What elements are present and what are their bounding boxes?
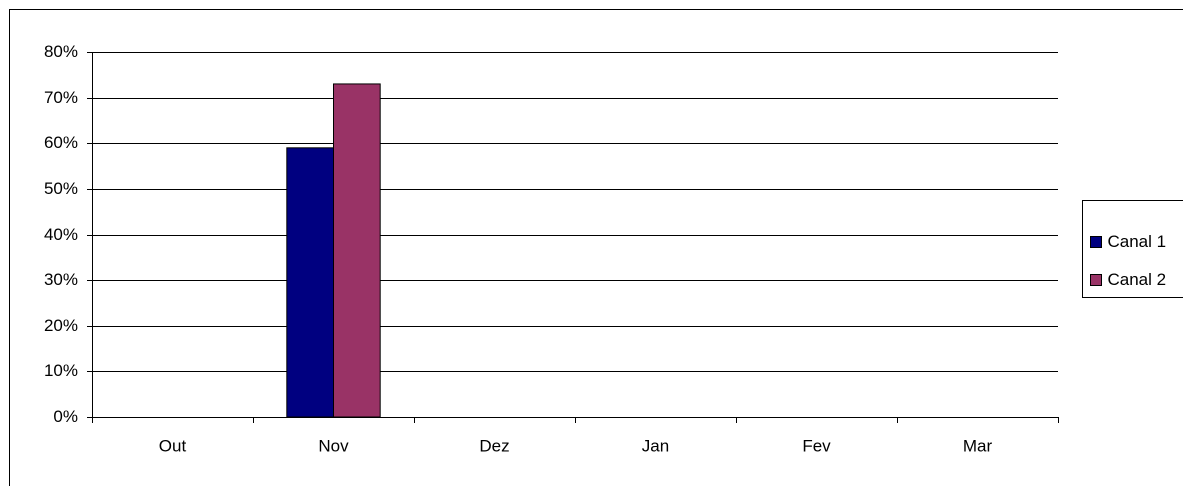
x-tick-label: Jan — [642, 436, 669, 455]
y-tick-label: 40% — [44, 225, 78, 244]
chart-border — [9, 9, 1183, 486]
legend-swatch — [1090, 274, 1102, 286]
x-tick-label: Nov — [318, 436, 349, 455]
y-tick-label: 60% — [44, 133, 78, 152]
x-tick-label: Dez — [479, 436, 509, 455]
bar — [333, 83, 381, 418]
y-tick-label: 50% — [44, 179, 78, 198]
legend-box — [1082, 200, 1183, 298]
y-tick-label: 10% — [44, 361, 78, 380]
legend-label: Canal 2 — [1108, 270, 1167, 289]
y-tick-label: 30% — [44, 270, 78, 289]
legend-swatch — [1090, 236, 1102, 248]
x-tick-label: Fev — [802, 436, 831, 455]
x-tick-label: Out — [159, 436, 187, 455]
y-tick-label: 80% — [44, 42, 78, 61]
y-tick-label: 70% — [44, 88, 78, 107]
bar — [286, 147, 334, 418]
y-tick-label: 20% — [44, 316, 78, 335]
x-tick-label: Mar — [963, 436, 993, 455]
legend-label: Canal 1 — [1108, 232, 1167, 251]
y-tick-label: 0% — [53, 407, 78, 426]
